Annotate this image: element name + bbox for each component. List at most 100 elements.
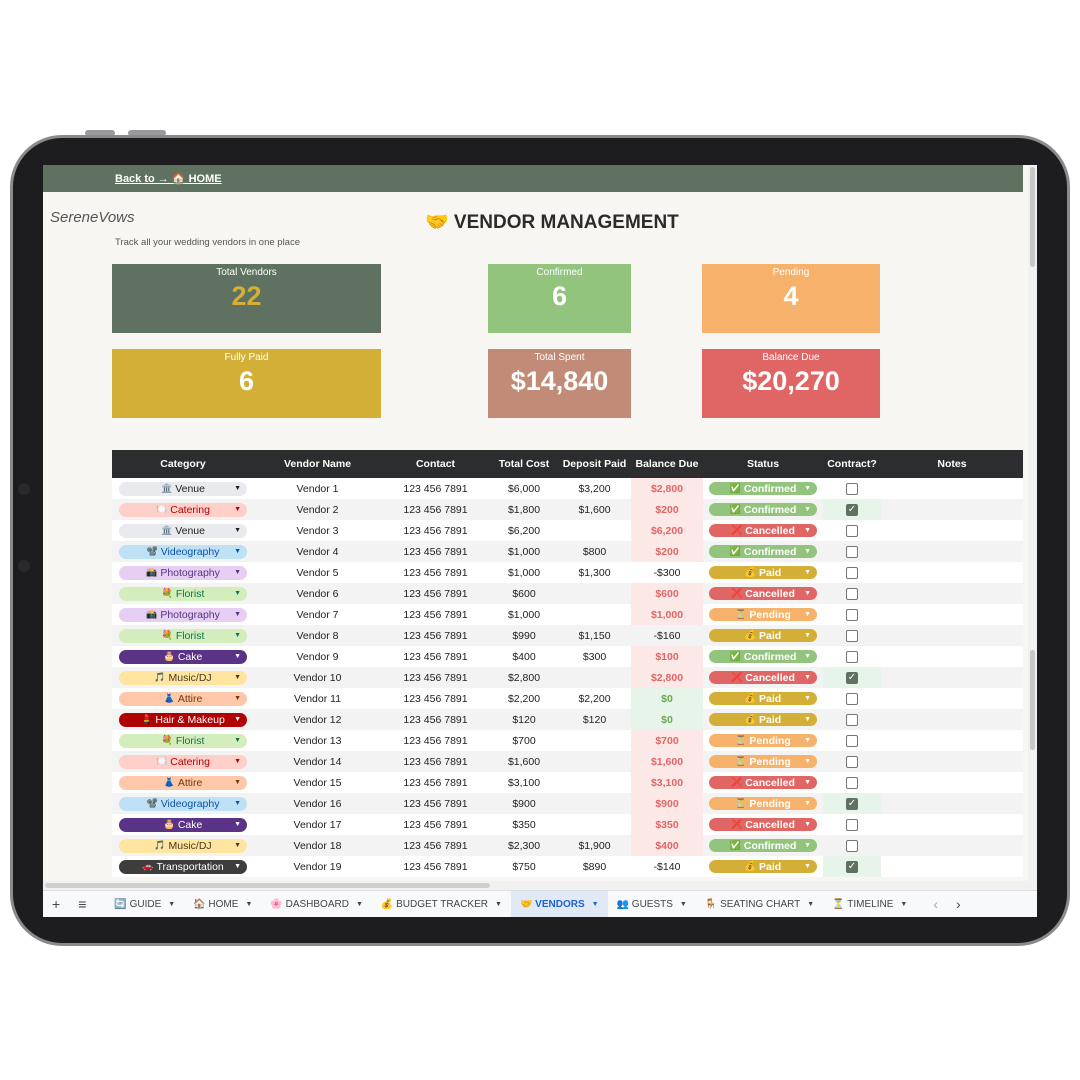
status-dropdown[interactable]: ✅ Confirmed ▼: [709, 545, 817, 558]
sheet-tab[interactable]: 🤝 VENDORS ▼: [510, 891, 608, 917]
vendor-name[interactable]: Vendor 11: [293, 692, 342, 705]
vendor-name[interactable]: Vendor 2: [296, 503, 339, 516]
notes-cell[interactable]: [881, 499, 1023, 520]
status-dropdown[interactable]: ⏳ Pending ▼: [709, 608, 817, 621]
contact[interactable]: 123 456 7891: [403, 545, 468, 558]
contract-checkbox[interactable]: [846, 566, 858, 579]
contact[interactable]: 123 456 7891: [403, 734, 468, 747]
contract-checkbox[interactable]: ✓: [846, 503, 858, 516]
deposit-paid[interactable]: [558, 730, 631, 751]
scroll-tabs-left-button[interactable]: ‹: [933, 896, 939, 912]
category-dropdown[interactable]: 💄 Hair & Makeup ▼: [119, 712, 247, 727]
contact[interactable]: 123 456 7891: [403, 608, 468, 621]
add-sheet-button[interactable]: +: [52, 896, 61, 912]
category-dropdown[interactable]: 🚗 Transportation ▼: [119, 859, 247, 874]
contact[interactable]: 123 456 7891: [403, 860, 468, 873]
total-cost[interactable]: $990: [512, 629, 536, 642]
vendor-name[interactable]: Vendor 7: [296, 608, 339, 621]
vendor-name[interactable]: Vendor 5: [296, 566, 339, 579]
notes-cell[interactable]: [881, 667, 1023, 688]
notes-cell[interactable]: [881, 520, 1023, 541]
status-dropdown[interactable]: ⏳ Pending ▼: [709, 755, 817, 768]
deposit-paid[interactable]: [558, 751, 631, 772]
category-dropdown[interactable]: 🏛️ Venue ▼: [119, 523, 247, 538]
status-dropdown[interactable]: ❌ Cancelled ▼: [709, 587, 817, 600]
notes-cell[interactable]: [881, 541, 1023, 562]
status-dropdown[interactable]: 💰 Paid ▼: [709, 692, 817, 705]
notes-cell[interactable]: [881, 562, 1023, 583]
total-cost[interactable]: $350: [512, 818, 536, 831]
category-dropdown[interactable]: 👗 Attire ▼: [119, 775, 247, 790]
notes-cell[interactable]: [881, 583, 1023, 604]
category-dropdown[interactable]: 🍽️ Catering ▼: [119, 502, 247, 517]
deposit-paid[interactable]: $800: [582, 545, 607, 558]
contact[interactable]: 123 456 7891: [403, 713, 468, 726]
vendor-name[interactable]: Vendor 19: [293, 860, 342, 873]
contact[interactable]: 123 456 7891: [403, 629, 468, 642]
sheet-tab[interactable]: 👥 GUESTS ▼: [608, 891, 696, 917]
status-dropdown[interactable]: ❌ Cancelled ▼: [709, 776, 817, 789]
contact[interactable]: 123 456 7891: [403, 671, 468, 684]
contact[interactable]: 123 456 7891: [403, 524, 468, 537]
notes-cell[interactable]: [881, 835, 1023, 856]
contract-checkbox[interactable]: [846, 608, 858, 621]
total-cost[interactable]: $2,300: [507, 839, 541, 852]
deposit-paid[interactable]: $120: [582, 713, 607, 726]
vendor-name[interactable]: Vendor 8: [296, 629, 339, 642]
contact[interactable]: 123 456 7891: [403, 839, 468, 852]
total-cost[interactable]: $1,800: [507, 503, 541, 516]
sheet-tab[interactable]: 💰 BUDGET TRACKER ▼: [372, 891, 511, 917]
scroll-tabs-right-button[interactable]: ›: [956, 896, 961, 912]
vendor-name[interactable]: Vendor 14: [293, 755, 342, 768]
status-dropdown[interactable]: 💰 Paid ▼: [709, 566, 817, 579]
total-cost[interactable]: $1,000: [507, 608, 541, 621]
vendor-name[interactable]: Vendor 4: [296, 545, 339, 558]
contact[interactable]: 123 456 7891: [403, 797, 468, 810]
contract-checkbox[interactable]: [846, 734, 858, 747]
category-dropdown[interactable]: 💐 Florist ▼: [119, 586, 247, 601]
back-home-link[interactable]: Back to → 🏠 HOME: [115, 173, 222, 185]
category-dropdown[interactable]: 🎵 Music/DJ ▼: [119, 838, 247, 853]
notes-cell[interactable]: [881, 646, 1023, 667]
deposit-paid[interactable]: $3,200: [578, 482, 611, 495]
notes-cell[interactable]: [881, 793, 1023, 814]
notes-cell[interactable]: [881, 604, 1023, 625]
notes-cell[interactable]: [881, 772, 1023, 793]
total-cost[interactable]: $3,100: [507, 776, 541, 789]
total-cost[interactable]: $1,000: [507, 566, 541, 579]
vendor-name[interactable]: Vendor 18: [293, 839, 342, 852]
deposit-paid[interactable]: [558, 520, 631, 541]
deposit-paid[interactable]: [558, 604, 631, 625]
deposit-paid[interactable]: $890: [582, 860, 607, 873]
contract-checkbox[interactable]: [846, 839, 858, 852]
sheet-tab[interactable]: 🔄 GUIDE ▼: [105, 891, 184, 917]
deposit-paid[interactable]: $300: [582, 650, 607, 663]
contact[interactable]: 123 456 7891: [403, 755, 468, 768]
contract-checkbox[interactable]: [846, 545, 858, 558]
total-cost[interactable]: $600: [512, 587, 536, 600]
category-dropdown[interactable]: 🎵 Music/DJ ▼: [119, 670, 247, 685]
status-dropdown[interactable]: ❌ Cancelled ▼: [709, 524, 817, 537]
all-sheets-button[interactable]: ≡: [78, 896, 87, 912]
category-dropdown[interactable]: 📸 Photography ▼: [119, 607, 247, 622]
contact[interactable]: 123 456 7891: [403, 692, 468, 705]
deposit-paid[interactable]: [558, 793, 631, 814]
vendor-name[interactable]: Vendor 10: [293, 671, 342, 684]
category-dropdown[interactable]: 💐 Florist ▼: [119, 733, 247, 748]
deposit-paid[interactable]: [558, 583, 631, 604]
category-dropdown[interactable]: 🏛️ Venue ▼: [119, 481, 247, 496]
vendor-name[interactable]: Vendor 3: [296, 524, 339, 537]
contract-checkbox[interactable]: [846, 524, 858, 537]
status-dropdown[interactable]: 💰 Paid ▼: [709, 629, 817, 642]
contract-checkbox[interactable]: [846, 629, 858, 642]
contract-checkbox[interactable]: [846, 755, 858, 768]
deposit-paid[interactable]: $1,600: [578, 503, 611, 516]
horizontal-scrollbar[interactable]: [43, 881, 1037, 890]
status-dropdown[interactable]: ✅ Confirmed ▼: [709, 650, 817, 663]
sheet-tab[interactable]: 🪑 SEATING CHART ▼: [696, 891, 823, 917]
status-dropdown[interactable]: ❌ Cancelled ▼: [709, 818, 817, 831]
total-cost[interactable]: $2,800: [507, 671, 541, 684]
notes-cell[interactable]: [881, 856, 1023, 877]
status-dropdown[interactable]: ✅ Confirmed ▼: [709, 503, 817, 516]
contract-checkbox[interactable]: [846, 776, 858, 789]
